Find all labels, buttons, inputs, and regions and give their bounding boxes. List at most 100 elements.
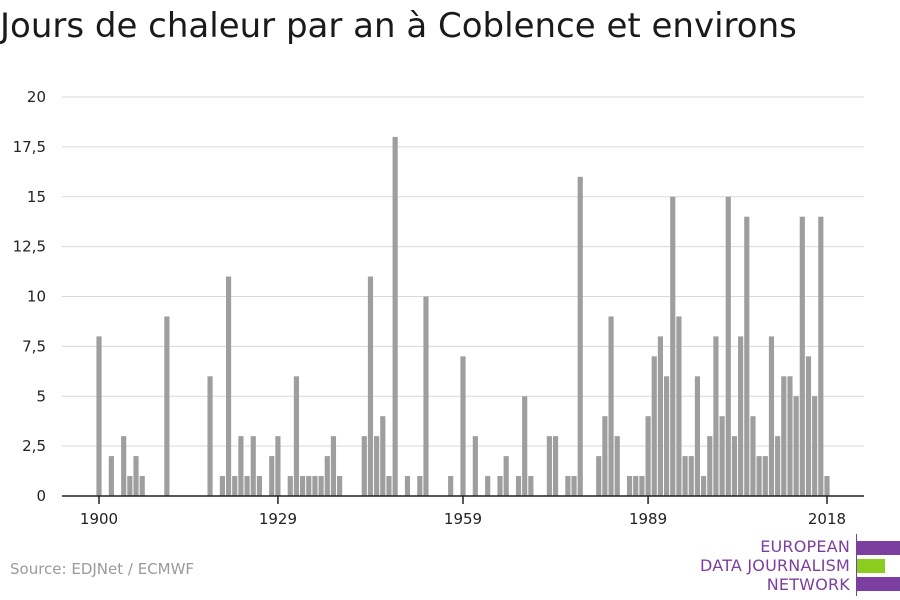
- y-tick-label: 7,5: [22, 337, 46, 355]
- bar-2007: [756, 456, 762, 496]
- logo-bar-purple-bottom: [857, 577, 900, 591]
- bar-1969: [522, 396, 528, 496]
- bar-1991: [657, 336, 663, 496]
- bar-2003: [731, 436, 738, 496]
- bar-1924: [244, 476, 250, 496]
- bar-1937: [324, 456, 330, 496]
- bar-2010: [775, 436, 781, 496]
- bar-1965: [497, 476, 503, 496]
- bar-1961: [472, 436, 478, 496]
- bar-1934: [306, 476, 312, 496]
- bar-1948: [392, 136, 398, 496]
- bar-1939: [337, 476, 343, 496]
- bar-2017: [818, 216, 824, 496]
- bar-1970: [528, 476, 534, 496]
- y-tick-label: 5: [36, 387, 46, 405]
- bar-2012: [787, 376, 793, 496]
- bar-1997: [694, 376, 701, 496]
- bar-1921: [225, 276, 232, 496]
- y-tick-label: 10: [27, 288, 46, 306]
- bar-1943: [361, 436, 367, 496]
- bar-1947: [386, 476, 392, 496]
- bar-1957: [448, 476, 454, 496]
- bar-1974: [552, 436, 559, 496]
- bar-1973: [546, 436, 552, 496]
- bar-2002: [725, 196, 731, 496]
- y-tick-label: 2,5: [22, 437, 46, 455]
- bar-2015: [805, 356, 812, 496]
- bar-1950: [404, 476, 411, 496]
- source-note: Source: EDJNet / ECMWF: [10, 560, 195, 578]
- x-tick-label: 1929: [259, 510, 297, 528]
- bar-1987: [633, 476, 639, 496]
- bar-1907: [139, 476, 145, 496]
- bar-1963: [485, 476, 491, 496]
- bar-1999: [707, 436, 713, 496]
- bar-1986: [626, 476, 633, 496]
- bar-1922: [232, 476, 238, 496]
- bar-1953: [423, 296, 429, 496]
- x-tick-label: 2018: [808, 510, 846, 528]
- bar-1993: [670, 196, 676, 496]
- bar-2014: [799, 216, 805, 496]
- y-tick-label: 20: [27, 88, 46, 106]
- chart-title: Jours de chaleur par an à Coblence et en…: [0, 6, 797, 46]
- logo-bar-green: [857, 559, 885, 573]
- bar-2016: [812, 396, 818, 496]
- x-tick-label: 1900: [80, 510, 118, 528]
- bar-1990: [651, 356, 657, 496]
- logo-divider: [856, 534, 857, 596]
- bar-1944: [367, 276, 374, 496]
- bar-chart: 0 2,5 5 7,5 10 12,5 15 17,5 20 1900 1929 1959 1989 20…: [13, 88, 864, 528]
- bar-1931: [287, 476, 293, 496]
- bar-1920: [219, 476, 225, 496]
- bar-2001: [719, 416, 725, 496]
- bar-1925: [250, 436, 256, 496]
- bar-1998: [701, 476, 707, 496]
- bar-1984: [614, 436, 620, 496]
- bar-1968: [515, 476, 522, 496]
- bar-1929: [275, 436, 281, 496]
- bar-1977: [571, 476, 577, 496]
- bar-1932: [293, 376, 300, 496]
- bar-2006: [750, 416, 756, 496]
- bar-1978: [577, 176, 583, 497]
- logo-text-line-3: NETWORK: [766, 575, 850, 594]
- x-tick-label: 1959: [444, 510, 482, 528]
- bar-1926: [256, 476, 262, 496]
- bar-2013: [793, 396, 799, 496]
- bar-1988: [639, 476, 645, 496]
- y-tick-label: 15: [27, 188, 46, 206]
- bar-1911: [164, 316, 170, 496]
- bar-1981: [596, 456, 602, 496]
- bar-1904: [121, 436, 127, 496]
- x-tick-label: 1989: [629, 510, 667, 528]
- bar-1906: [133, 456, 139, 496]
- bar-2008: [762, 456, 768, 496]
- logo-text-line-1: EUROPEAN: [760, 537, 850, 556]
- y-tick-label: 12,5: [13, 238, 46, 256]
- bar-2018: [824, 476, 830, 496]
- bar-1992: [664, 376, 670, 496]
- logo-text-line-2: DATA JOURNALISM: [700, 556, 850, 575]
- bar-1923: [238, 436, 244, 496]
- bar-1900: [96, 336, 102, 496]
- edjnet-logo: EUROPEAN DATA JOURNALISM NETWORK: [700, 534, 900, 596]
- y-tick-label: 17,5: [13, 138, 46, 156]
- bar-1945: [374, 436, 380, 496]
- bar-1994: [676, 316, 682, 496]
- y-tick-label: 0: [36, 487, 46, 505]
- bar-2000: [713, 336, 719, 496]
- bar-1976: [565, 476, 571, 496]
- bar-1935: [312, 476, 318, 496]
- bar-2004: [738, 336, 744, 496]
- bar-1995: [682, 456, 688, 496]
- bar-1936: [318, 476, 324, 496]
- bar-1989: [645, 416, 651, 496]
- logo-bar-purple-top: [857, 541, 900, 555]
- bar-1996: [688, 456, 694, 496]
- bar-2009: [768, 336, 775, 496]
- bar-1982: [602, 416, 608, 496]
- bar-1918: [207, 376, 213, 496]
- bar-1966: [503, 456, 509, 496]
